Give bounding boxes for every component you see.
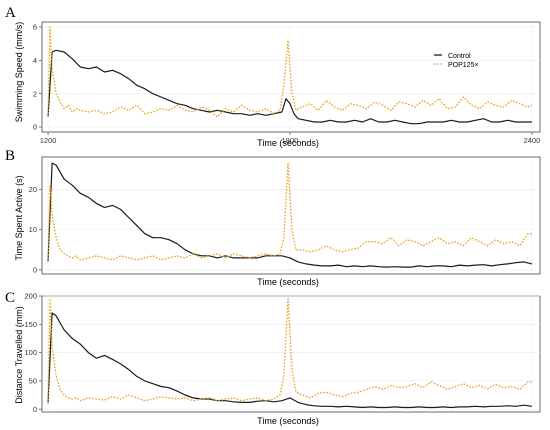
- panel-b-y-tick-label: 20: [29, 185, 37, 194]
- panel-b-series-line-pop125: [47, 162, 532, 262]
- panel-label-b: B: [5, 148, 15, 164]
- panel-b-active: 0 10 20: [29, 156, 541, 275]
- panel-a-y-tick-label: 4: [33, 56, 37, 65]
- panel-a-series-line-pop125: [47, 26, 533, 118]
- legend-label-pop125: POP125×: [448, 62, 479, 69]
- panel-a-x-tick-label: 1800: [282, 136, 299, 145]
- panel-label-c: C: [5, 290, 15, 306]
- panel-a-y-tick-label: 0: [33, 123, 37, 132]
- panel-a-x-axis-title: Time (seconds): [257, 138, 319, 148]
- panel-c-series-line-pop125: [47, 298, 532, 404]
- panel-b-y-axis-title: Time Spent Active (s): [14, 175, 24, 260]
- panel-a-x-tick-label: 1200: [40, 136, 57, 145]
- panel-a-y-axis-title: Swimming Speed (mm/s): [14, 22, 24, 123]
- panel-b-y-tick-label: 0: [33, 266, 37, 275]
- panel-a-series-line-control: [47, 49, 532, 125]
- legend: Control POP125×: [434, 53, 479, 69]
- panel-a-speed: 0 2 4 6 1200 1800 2400: [33, 21, 541, 145]
- panel-b-x-axis-title: Time (seconds): [257, 277, 319, 287]
- panel-c-y-tick-label: 0: [33, 405, 37, 414]
- panel-c-y-tick-label: 200: [24, 292, 37, 301]
- panel-c-x-axis-title: Time (seconds): [257, 416, 319, 426]
- panel-c-y-tick-label: 150: [24, 320, 37, 329]
- panel-b-y-tick-label: 10: [29, 225, 37, 234]
- panel-a-x-tick-label: 2400: [524, 136, 541, 145]
- panel-b-series-line-control: [47, 162, 533, 268]
- panel-c-distance: 0 50 100 150 200: [24, 292, 541, 414]
- panel-label-a: A: [5, 5, 16, 21]
- panel-c-y-tick-label: 100: [24, 348, 37, 357]
- panel-c-plot-frame: [41, 295, 541, 413]
- panel-c-series-line-control: [47, 312, 532, 409]
- panel-a-y-tick-label: 6: [33, 23, 37, 32]
- panel-c-y-tick-label: 50: [29, 376, 37, 385]
- panel-a-y-tick-label: 2: [33, 89, 37, 98]
- panel-c-y-axis-title: Distance Travelled (mm): [14, 306, 24, 404]
- legend-label-control: Control: [448, 53, 471, 60]
